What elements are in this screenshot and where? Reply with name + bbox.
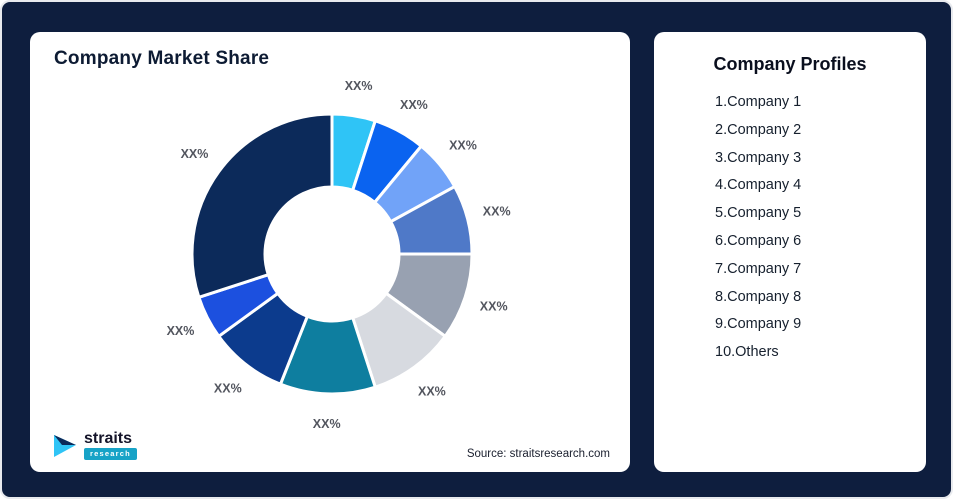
- company-list-item-5: 5.Company 5: [715, 205, 802, 222]
- segment-label-1: XX%: [345, 79, 373, 93]
- company-list-item-1: 1.Company 1: [715, 94, 802, 110]
- segment-label-9: XX%: [167, 324, 195, 338]
- company-list-item-9: 9.Company 9: [715, 316, 802, 333]
- segment-label-6: XX%: [418, 385, 446, 399]
- segment-label-5: XX%: [480, 300, 508, 314]
- donut-segment-10: [190, 112, 334, 299]
- profiles-title: Company Profiles: [713, 54, 867, 74]
- company-list-item-3: 3.Company 3: [715, 149, 802, 166]
- segment-label-2: XX%: [400, 98, 428, 112]
- company-list: 1.Company 1 2.Company 2 3.Company 3 4.Compa…: [654, 89, 926, 367]
- segment-label-8: XX%: [214, 381, 242, 395]
- company-profiles-card: Company Profiles 1.Company 1 2.Company 2 3…: [654, 32, 926, 472]
- logo-brand-text: straits: [84, 430, 133, 447]
- segment-label-7: XX%: [313, 417, 341, 431]
- company-list-item-8: 8.Company 8: [715, 288, 802, 305]
- market-share-card: Company Market Share XX% XX% XX% XX% XX% XX% X…: [30, 32, 630, 472]
- straits-logo-icon: [54, 434, 76, 457]
- company-list-item-10: 10.Others: [715, 344, 779, 361]
- segment-label-4: XX%: [483, 205, 511, 219]
- company-list-item-7: 7.Company 7: [715, 260, 802, 277]
- logo-sub-text: research: [84, 448, 137, 460]
- segment-label-3: XX%: [449, 139, 477, 153]
- donut-chart: XX% XX% XX% XX% XX% XX% XX% XX% XX% XX%: [167, 79, 511, 431]
- straits-research-logo: straits research: [52, 431, 137, 460]
- company-list-item-6: 6.Company 6: [715, 232, 802, 249]
- segment-label-10: XX%: [181, 147, 209, 161]
- source-attribution: Source: straitsresearch.com: [466, 448, 610, 460]
- chart-title: Company Market Share: [54, 48, 270, 69]
- company-list-item-2: 2.Company 2: [715, 121, 802, 138]
- company-list-item-4: 4.Company 4: [715, 177, 802, 194]
